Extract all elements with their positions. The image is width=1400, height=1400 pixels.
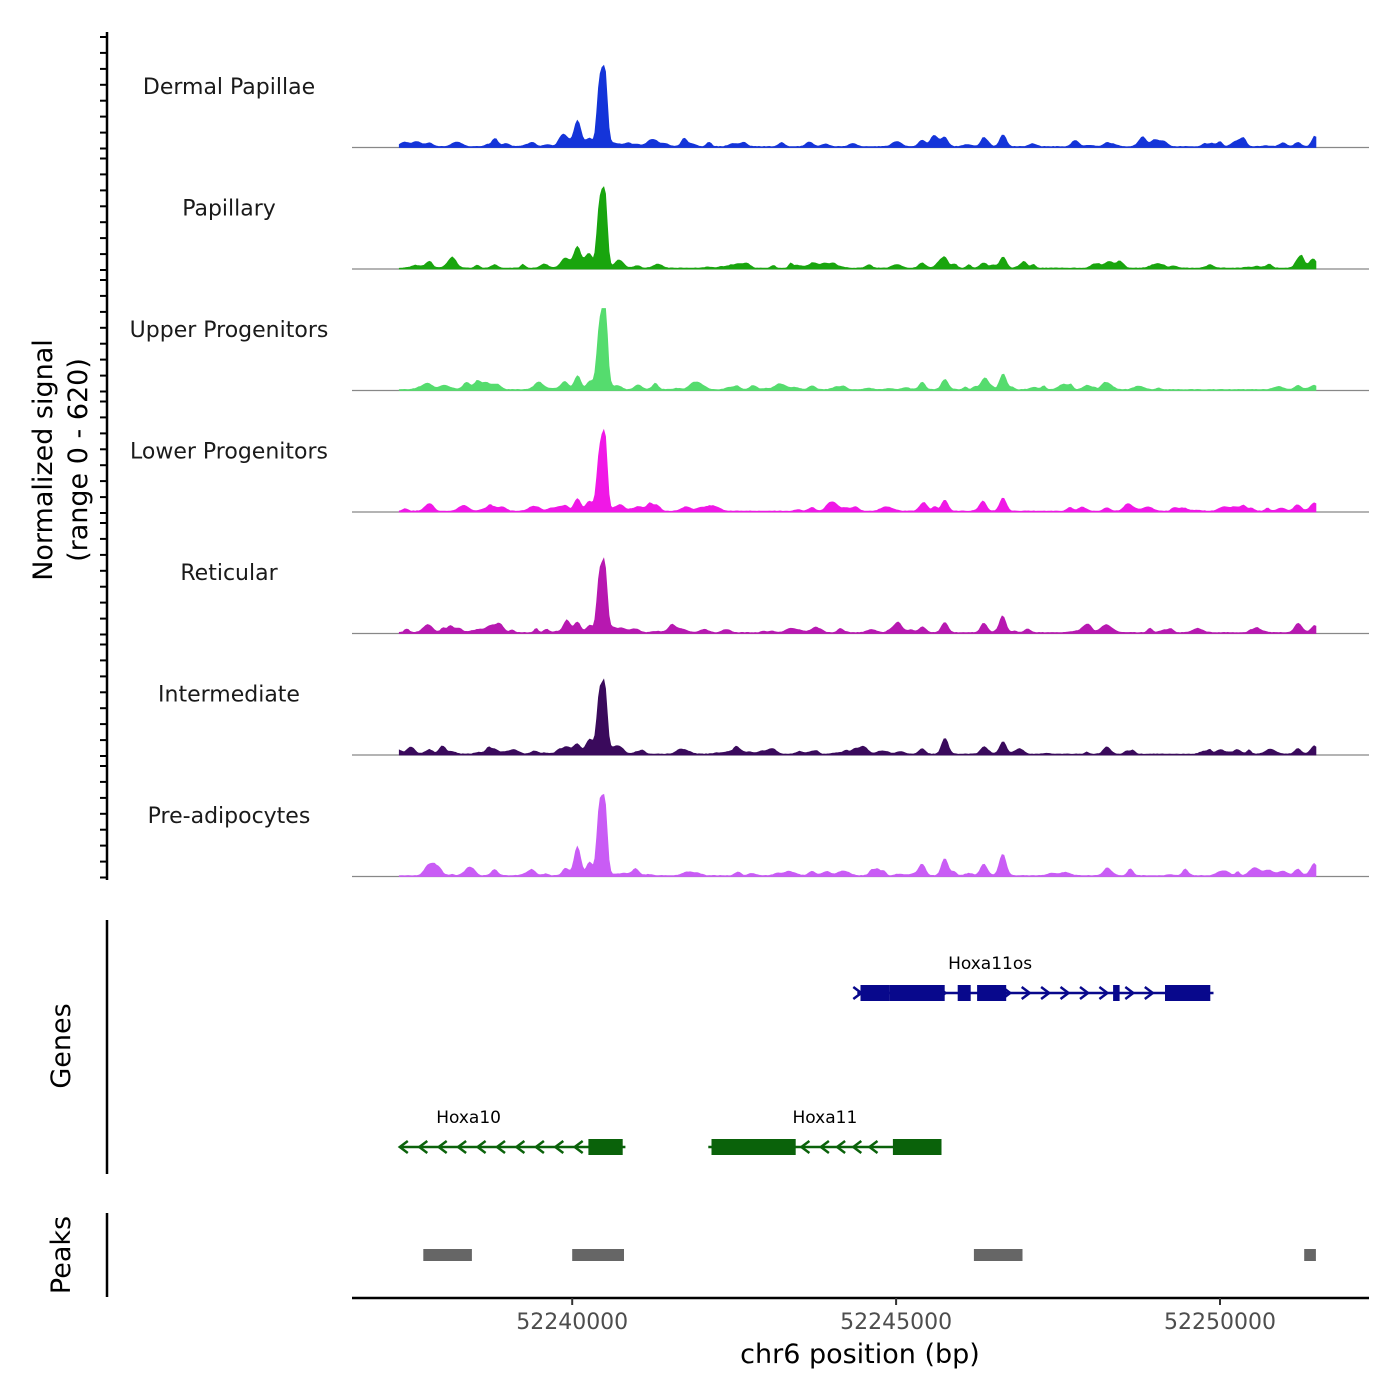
gene-exon <box>711 1139 796 1155</box>
strand-arrow-icon <box>436 1140 448 1154</box>
x-axis-title: chr6 position (bp) <box>740 1339 980 1370</box>
y-axis-title-line1: Normalized signal <box>28 339 59 581</box>
x-tick-label: 52245000 <box>840 1310 952 1335</box>
strand-arrow-icon <box>456 1140 467 1154</box>
gene-exon <box>860 985 890 1001</box>
coverage-tracks: Dermal Papillae Papillary Upper Progenitor… <box>130 64 1369 878</box>
coverage-track: Upper Progenitors <box>130 308 1369 392</box>
genes-panel-title-group: Genes <box>46 1003 77 1088</box>
strand-arrow-icon <box>835 1140 846 1154</box>
coverage-track: Pre-adipocytes <box>148 793 1369 878</box>
peak-region <box>572 1249 624 1261</box>
gene-exon <box>1165 985 1211 1001</box>
x-axis-ticks: 52240000 52245000 52250000 <box>516 1298 1276 1335</box>
gene-label: Hoxa10 <box>436 1108 501 1128</box>
y-axis-title-line2: (range 0 - 620) <box>63 358 94 562</box>
peak-region <box>973 1249 1023 1261</box>
gene-model: Hoxa11os <box>852 954 1214 1001</box>
strand-arrow-icon <box>494 1140 506 1154</box>
strand-arrow-icon <box>1059 986 1071 1000</box>
x-tick-label: 52250000 <box>1164 1310 1276 1335</box>
x-tick-label: 52240000 <box>516 1310 628 1335</box>
coverage-track: Papillary <box>182 186 1369 270</box>
track-label: Upper Progenitors <box>130 318 329 343</box>
genes-panel-title: Genes <box>46 1003 77 1088</box>
strand-arrow-icon <box>572 1140 584 1154</box>
coverage-track: Dermal Papillae <box>143 64 1369 149</box>
strand-arrow-icon <box>1020 986 1032 1000</box>
strand-arrow-icon <box>867 1140 879 1154</box>
coverage-area <box>398 793 1317 877</box>
strand-arrow-icon <box>1079 986 1091 1000</box>
coverage-area <box>398 186 1317 270</box>
track-label: Papillary <box>182 197 276 222</box>
gene-exon <box>588 1139 623 1155</box>
strand-arrow-icon <box>799 1140 811 1154</box>
strand-arrow-icon <box>514 1140 526 1154</box>
strand-arrow-icon <box>1144 986 1155 1000</box>
track-label: Reticular <box>180 561 278 586</box>
coverage-track: Reticular <box>180 557 1369 635</box>
y-axis-title-group: Normalized signal (range 0 - 620) <box>28 339 94 581</box>
strand-arrow-icon <box>397 1140 409 1154</box>
track-label: Lower Progenitors <box>130 440 328 465</box>
coverage-area <box>398 308 1317 391</box>
gene-model: Hoxa10 <box>397 1108 626 1155</box>
strand-arrow-icon <box>818 1140 830 1154</box>
gene-exon <box>928 985 945 1001</box>
gene-exon <box>957 985 971 1001</box>
coverage-area <box>398 64 1317 148</box>
coverage-area <box>398 678 1317 756</box>
gene-label: Hoxa11 <box>793 1108 858 1128</box>
strand-arrow-icon <box>1098 986 1110 1000</box>
peak-region <box>1304 1249 1316 1261</box>
gene-exon <box>1113 985 1120 1001</box>
track-label: Dermal Papillae <box>143 75 315 100</box>
peaks-panel-title: Peaks <box>46 1216 77 1294</box>
gene-exon <box>889 985 929 1001</box>
strand-arrow-icon <box>1124 986 1136 1000</box>
track-label: Intermediate <box>158 683 300 708</box>
gene-model: Hoxa11 <box>708 1108 942 1155</box>
coverage-track: Intermediate <box>158 678 1369 756</box>
strand-arrow-icon <box>533 1140 545 1154</box>
genes-track: Hoxa11os Hoxa10 Hoxa11 <box>397 954 1214 1155</box>
coverage-track: Lower Progenitors <box>130 428 1369 513</box>
strand-arrow-icon <box>1040 986 1052 1000</box>
signal-axis-ticks <box>100 36 107 879</box>
strand-arrow-icon <box>417 1140 429 1154</box>
strand-arrow-icon <box>553 1140 565 1154</box>
peaks-track <box>423 1249 1316 1261</box>
gene-exon <box>892 1139 942 1155</box>
track-label: Pre-adipocytes <box>148 804 311 829</box>
gene-exon <box>977 985 1007 1001</box>
peaks-panel-title-group: Peaks <box>46 1216 77 1294</box>
strand-arrow-icon <box>475 1140 487 1154</box>
gene-label: Hoxa11os <box>948 954 1032 974</box>
peak-region <box>423 1249 472 1261</box>
coverage-area <box>398 557 1317 634</box>
strand-arrow-icon <box>851 1140 863 1154</box>
coverage-area <box>398 428 1317 513</box>
